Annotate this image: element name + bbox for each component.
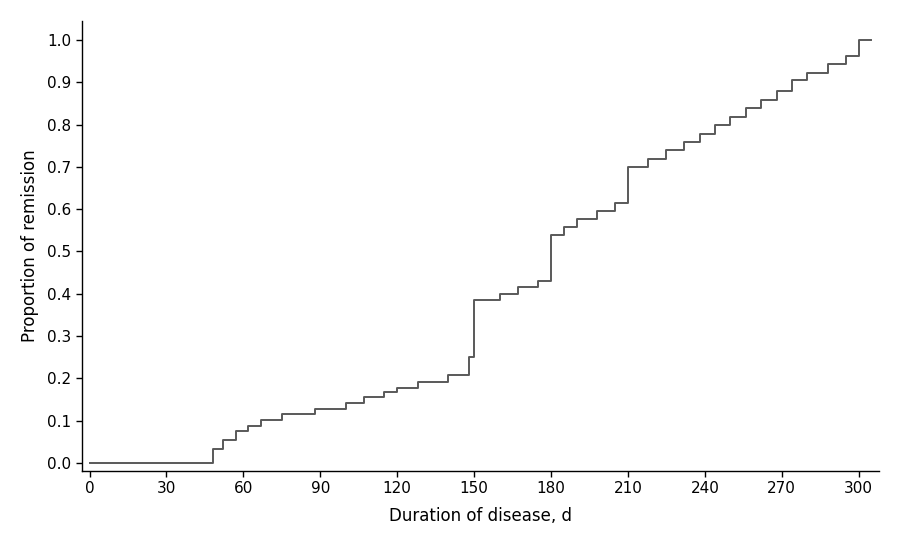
Y-axis label: Proportion of remission: Proportion of remission (21, 150, 39, 342)
X-axis label: Duration of disease, d: Duration of disease, d (389, 507, 572, 525)
